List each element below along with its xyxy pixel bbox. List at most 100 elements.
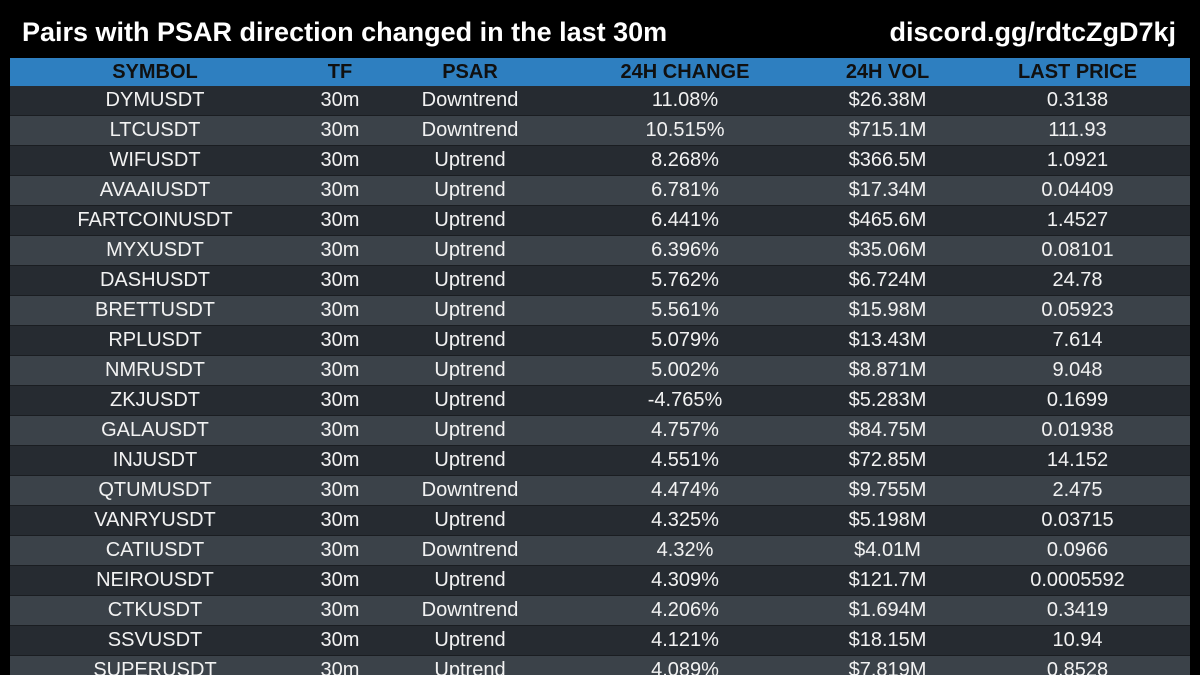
- volume-cell: $5.283M: [810, 385, 965, 416]
- column-header-24h-change[interactable]: 24H CHANGE: [620, 61, 750, 83]
- tf-cell: 30m: [300, 565, 380, 596]
- volume-cell: $4.01M: [810, 535, 965, 566]
- table-row[interactable]: LTCUSDT 30m Downtrend 10.515% $715.1M 111.93: [10, 115, 1190, 146]
- table-row[interactable]: VANRYUSDT 30m Uptrend 4.325% $5.198M 0.03715: [10, 505, 1190, 536]
- change-cell: 4.757%: [560, 415, 810, 446]
- table-row[interactable]: CATIUSDT 30m Downtrend 4.32% $4.01M 0.0966: [10, 535, 1190, 566]
- volume-cell: $84.75M: [810, 415, 965, 446]
- symbol-cell: NMRUSDT: [10, 355, 300, 386]
- price-cell: 0.04409: [965, 175, 1190, 206]
- table-row[interactable]: MYXUSDT 30m Uptrend 6.396% $35.06M 0.08101: [10, 235, 1190, 266]
- psar-cell: Uptrend: [380, 355, 560, 386]
- volume-cell: $465.6M: [810, 205, 965, 236]
- tf-cell: 30m: [300, 445, 380, 476]
- psar-cell: Uptrend: [380, 415, 560, 446]
- volume-cell: $7.819M: [810, 655, 965, 675]
- table-row[interactable]: FARTCOINUSDT 30m Uptrend 6.441% $465.6M 1.452…: [10, 205, 1190, 236]
- volume-cell: $121.7M: [810, 565, 965, 596]
- psar-cell: Uptrend: [380, 385, 560, 416]
- symbol-cell: FARTCOINUSDT: [10, 205, 300, 236]
- change-cell: 6.441%: [560, 205, 810, 236]
- table-body: DYMUSDT 30m Downtrend 11.08% $26.38M 0.3138 LT…: [10, 86, 1190, 675]
- symbol-cell: WIFUSDT: [10, 145, 300, 176]
- volume-cell: $6.724M: [810, 265, 965, 296]
- psar-cell: Uptrend: [380, 145, 560, 176]
- table-row[interactable]: NEIROUSDT 30m Uptrend 4.309% $121.7M 0.000559…: [10, 565, 1190, 596]
- symbol-cell: BRETTUSDT: [10, 295, 300, 326]
- change-cell: 4.32%: [560, 535, 810, 566]
- table-row[interactable]: BRETTUSDT 30m Uptrend 5.561% $15.98M 0.05923: [10, 295, 1190, 326]
- psar-cell: Downtrend: [380, 475, 560, 506]
- volume-cell: $18.15M: [810, 625, 965, 656]
- table-row[interactable]: WIFUSDT 30m Uptrend 8.268% $366.5M 1.0921: [10, 145, 1190, 176]
- tf-cell: 30m: [300, 475, 380, 506]
- column-header-last-price[interactable]: LAST PRICE: [1018, 61, 1137, 83]
- symbol-cell: DASHUSDT: [10, 265, 300, 296]
- table-row[interactable]: DASHUSDT 30m Uptrend 5.762% $6.724M 24.78: [10, 265, 1190, 296]
- price-cell: 0.0005592: [965, 565, 1190, 596]
- psar-cell: Uptrend: [380, 655, 560, 675]
- symbol-cell: VANRYUSDT: [10, 505, 300, 536]
- symbol-cell: SUPERUSDT: [10, 655, 300, 675]
- price-cell: 1.0921: [965, 145, 1190, 176]
- table-row[interactable]: INJUSDT 30m Uptrend 4.551% $72.85M 14.152: [10, 445, 1190, 476]
- price-cell: 14.152: [965, 445, 1190, 476]
- pairs-table: SYMBOL TF PSAR 24H CHANGE 24H VOL LAST P…: [10, 58, 1190, 675]
- psar-cell: Downtrend: [380, 115, 560, 146]
- symbol-cell: CATIUSDT: [10, 535, 300, 566]
- psar-cell: Uptrend: [380, 505, 560, 536]
- tf-cell: 30m: [300, 415, 380, 446]
- tf-cell: 30m: [300, 235, 380, 266]
- psar-cell: Uptrend: [380, 565, 560, 596]
- psar-cell: Uptrend: [380, 175, 560, 206]
- symbol-cell: MYXUSDT: [10, 235, 300, 266]
- volume-cell: $35.06M: [810, 235, 965, 266]
- price-cell: 1.4527: [965, 205, 1190, 236]
- table-row[interactable]: QTUMUSDT 30m Downtrend 4.474% $9.755M 2.475: [10, 475, 1190, 506]
- column-header-tf[interactable]: TF: [327, 61, 353, 83]
- table-row[interactable]: DYMUSDT 30m Downtrend 11.08% $26.38M 0.3138: [10, 86, 1190, 116]
- table-row[interactable]: RPLUSDT 30m Uptrend 5.079% $13.43M 7.614: [10, 325, 1190, 356]
- table-row[interactable]: GALAUSDT 30m Uptrend 4.757% $84.75M 0.01938: [10, 415, 1190, 446]
- psar-cell: Uptrend: [380, 625, 560, 656]
- price-cell: 0.0966: [965, 535, 1190, 566]
- volume-cell: $72.85M: [810, 445, 965, 476]
- table-row[interactable]: SUPERUSDT 30m Uptrend 4.089% $7.819M 0.8528: [10, 655, 1190, 675]
- change-cell: 6.396%: [560, 235, 810, 266]
- tf-cell: 30m: [300, 145, 380, 176]
- table-row[interactable]: AVAAIUSDT 30m Uptrend 6.781% $17.34M 0.04409: [10, 175, 1190, 206]
- symbol-cell: LTCUSDT: [10, 115, 300, 146]
- price-cell: 0.01938: [965, 415, 1190, 446]
- tf-cell: 30m: [300, 595, 380, 626]
- price-cell: 0.3419: [965, 595, 1190, 626]
- tf-cell: 30m: [300, 655, 380, 675]
- symbol-cell: CTKUSDT: [10, 595, 300, 626]
- table-row[interactable]: NMRUSDT 30m Uptrend 5.002% $8.871M 9.048: [10, 355, 1190, 386]
- price-cell: 0.3138: [965, 86, 1190, 116]
- change-cell: 6.781%: [560, 175, 810, 206]
- discord-link[interactable]: discord.gg/rdtcZgD7kj: [889, 17, 1176, 47]
- price-cell: 7.614: [965, 325, 1190, 356]
- change-cell: -4.765%: [560, 385, 810, 416]
- symbol-cell: QTUMUSDT: [10, 475, 300, 506]
- symbol-cell: INJUSDT: [10, 445, 300, 476]
- table-row[interactable]: SSVUSDT 30m Uptrend 4.121% $18.15M 10.94: [10, 625, 1190, 656]
- volume-cell: $1.694M: [810, 595, 965, 626]
- psar-cell: Uptrend: [380, 205, 560, 236]
- column-header-24h-vol[interactable]: 24H VOL: [845, 61, 930, 83]
- table-row[interactable]: CTKUSDT 30m Downtrend 4.206% $1.694M 0.3419: [10, 595, 1190, 626]
- tf-cell: 30m: [300, 355, 380, 386]
- table-row[interactable]: ZKJUSDT 30m Uptrend -4.765% $5.283M 0.1699: [10, 385, 1190, 416]
- title-bar: Pairs with PSAR direction changed in the…: [0, 0, 1200, 58]
- volume-cell: $13.43M: [810, 325, 965, 356]
- price-cell: 10.94: [965, 625, 1190, 656]
- table-header-row: SYMBOL TF PSAR 24H CHANGE 24H VOL LAST P…: [10, 58, 1190, 86]
- column-header-symbol[interactable]: SYMBOL: [112, 61, 198, 83]
- volume-cell: $15.98M: [810, 295, 965, 326]
- change-cell: 4.089%: [560, 655, 810, 675]
- column-header-psar[interactable]: PSAR: [442, 61, 498, 83]
- tf-cell: 30m: [300, 175, 380, 206]
- symbol-cell: ZKJUSDT: [10, 385, 300, 416]
- change-cell: 4.474%: [560, 475, 810, 506]
- symbol-cell: DYMUSDT: [10, 86, 300, 116]
